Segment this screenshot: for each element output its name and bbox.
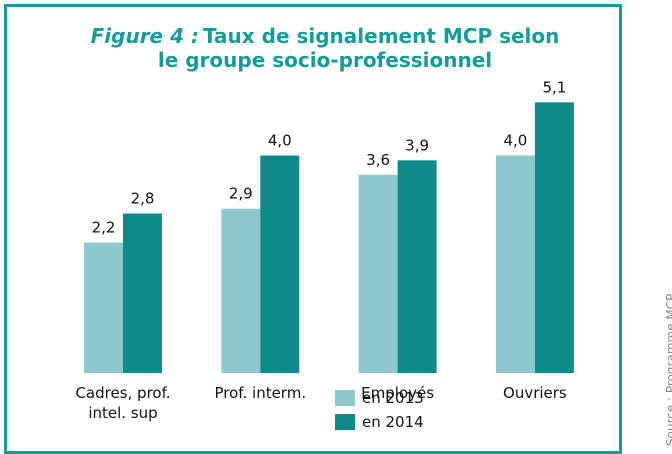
bar	[260, 155, 300, 373]
value-label: 2,8	[131, 190, 155, 208]
value-label: 2,9	[229, 185, 253, 203]
bar	[84, 242, 123, 373]
legend-label: en 2013	[362, 389, 424, 407]
x-tick-label: Ouvriers	[503, 384, 567, 402]
title-prefix: Figure 4 :	[90, 24, 199, 48]
x-tick-label: Prof. interm.	[214, 384, 307, 402]
x-tick-label: Employés	[361, 384, 435, 402]
bar	[397, 160, 437, 373]
bar	[123, 213, 162, 373]
legend-swatch	[335, 414, 355, 430]
title-text: Taux de signalement MCP selon le groupe …	[157, 24, 560, 72]
value-label: 4,0	[268, 132, 292, 150]
bar	[221, 208, 261, 373]
value-label: 5,1	[542, 78, 566, 96]
legend-swatch	[335, 390, 355, 406]
source: Source : Programme MCP	[664, 293, 672, 446]
bar	[358, 174, 398, 373]
value-label: 2,2	[92, 219, 116, 237]
legend-label: en 2014	[362, 413, 424, 431]
value-label: 3,6	[366, 151, 390, 169]
x-tick-label: Cadres, prof. intel. sup	[75, 384, 171, 422]
value-label: 4,0	[503, 132, 527, 150]
value-label: 3,9	[405, 136, 429, 154]
chart-title: Figure 4 : Taux de signalement MCP selon …	[90, 24, 560, 72]
bar	[495, 155, 535, 373]
bar	[534, 102, 574, 373]
